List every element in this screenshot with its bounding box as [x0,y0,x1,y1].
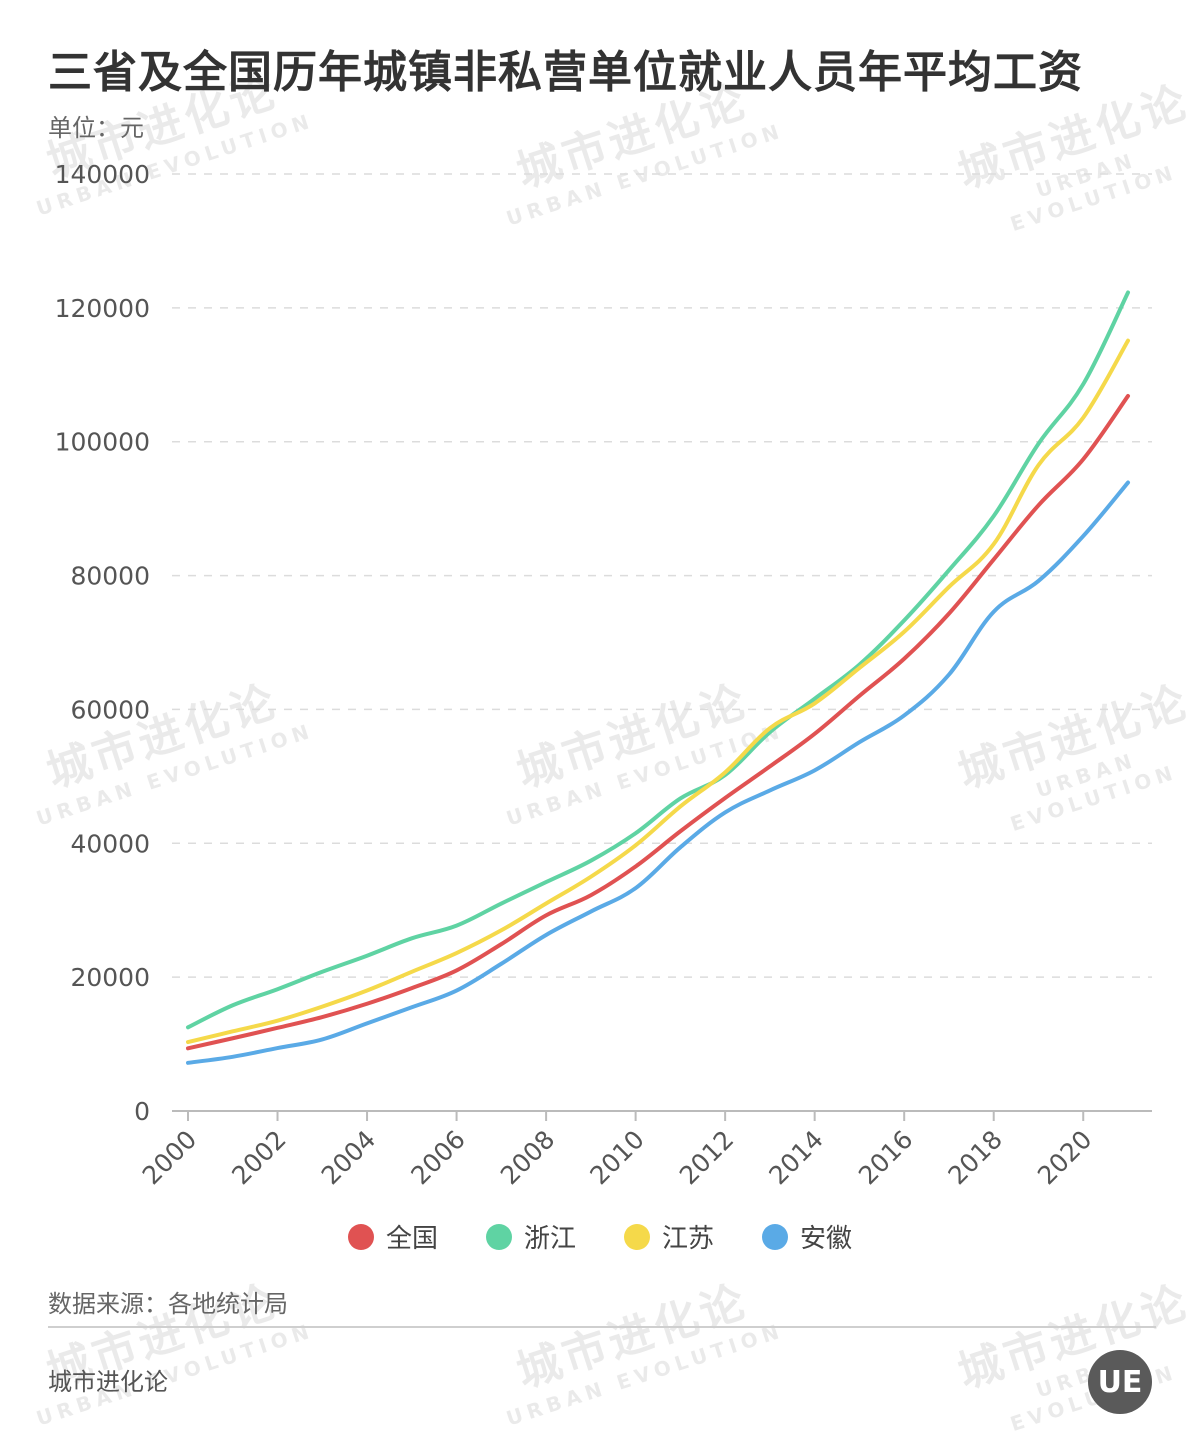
x-tick-label: 2018 [942,1125,1007,1190]
y-tick-label: 140000 [55,160,150,189]
x-tick-label: 2016 [853,1125,918,1190]
brand-logo: UE [1088,1350,1152,1414]
legend-swatch [485,1223,512,1250]
x-tick-label: 2010 [584,1125,649,1190]
legend-swatch [762,1223,789,1250]
x-tick-label: 2002 [226,1125,291,1190]
legend-swatch [624,1223,650,1250]
x-tick-label: 2008 [495,1125,560,1190]
watermark-en: URBAN EVOLUTION [1007,1347,1180,1437]
chart-legend: 全国 浙江 江苏 安徽 [0,1218,1200,1255]
divider [48,1326,1156,1328]
brand-name: 城市进化论 [48,1368,168,1396]
y-tick-label: 0 [134,1097,150,1126]
x-tick-label: 2012 [674,1125,739,1190]
unit-label: 单位：元 [48,114,144,142]
legend-swatch [347,1223,374,1250]
legend-label: 江苏 [662,1224,715,1254]
data-source: 数据来源：各地统计局 [48,1290,288,1318]
legend-item: 安徽 [762,1218,852,1255]
y-tick-label: 100000 [55,428,150,457]
watermark-cn: 城市进化论 [510,1275,755,1399]
series-line-1 [186,290,1130,1030]
watermark: 城市进化论 URBAN EVOLUTION [949,1266,1200,1446]
watermark-cn: 城市进化论 [951,1276,1196,1399]
legend-label: 安徽 [800,1224,853,1254]
y-tick-label: 80000 [70,562,150,591]
series-line-2 [186,338,1130,1045]
legend-item: 浙江 [485,1218,576,1255]
series-line-3 [186,480,1130,1065]
y-tick-label: 60000 [70,695,150,724]
legend-label: 浙江 [523,1224,576,1254]
y-tick-label: 20000 [70,963,150,992]
series-line-0 [186,393,1130,1051]
legend-item: 全国 [347,1218,438,1255]
y-tick-label: 120000 [55,294,150,323]
x-tick-label: 2020 [1032,1125,1097,1190]
x-tick-label: 2004 [316,1125,381,1190]
legend-item: 江苏 [624,1218,714,1255]
line-chart: 0 20000 40000 60000 80000 100000 120000 140000 2… [55,160,1152,1190]
x-tick-label: 2014 [763,1125,828,1190]
x-tick-label: 2006 [405,1125,470,1190]
y-tick-label: 40000 [70,829,150,858]
watermark: 城市进化论 URBAN EVOLUTION [483,1257,787,1431]
x-tick-label: 2000 [137,1125,202,1190]
legend-label: 全国 [385,1224,438,1254]
chart-title: 三省及全国历年城镇非私营单位就业人员年平均工资 [48,47,1083,98]
watermark-en: URBAN EVOLUTION [503,1318,787,1431]
